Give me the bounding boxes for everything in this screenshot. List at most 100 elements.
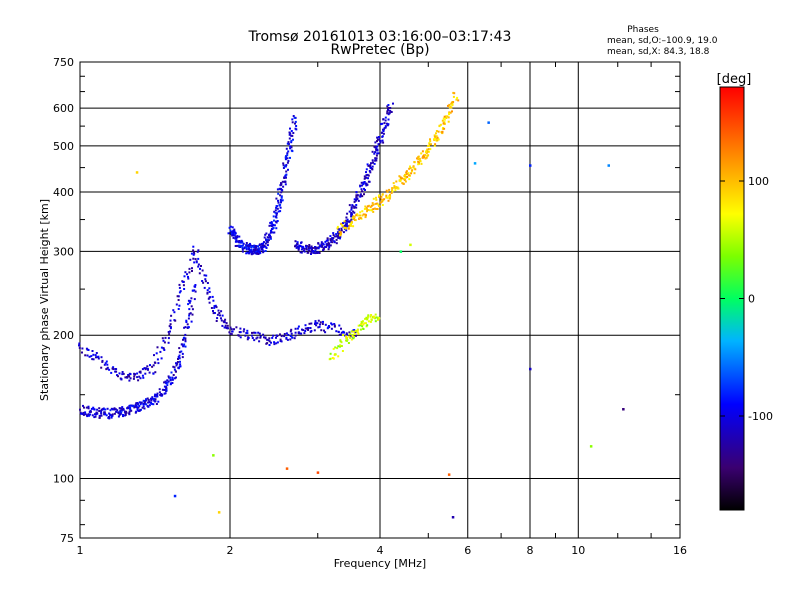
scatter-point <box>135 171 139 174</box>
scatter-point <box>324 331 327 334</box>
scatter-point <box>380 195 383 198</box>
scatter-point <box>248 252 251 255</box>
x-tick-label: 2 <box>227 544 234 557</box>
scatter-point <box>81 347 84 350</box>
scatter-point <box>182 345 185 347</box>
scatter-point <box>161 393 164 396</box>
scatter-point <box>245 332 248 334</box>
scatter-point <box>352 215 355 218</box>
scatter-point <box>290 134 293 137</box>
scatter-point <box>291 121 294 124</box>
scatter-point <box>375 198 378 201</box>
scatter-point <box>322 247 325 250</box>
scatter-point <box>311 247 314 249</box>
scatter-point <box>297 248 300 251</box>
scatter-point <box>361 190 363 193</box>
scatter-point <box>260 246 263 249</box>
scatter-point <box>158 388 161 391</box>
scatter-point <box>276 188 279 191</box>
scatter-point <box>184 338 187 341</box>
scatter-point <box>380 198 383 201</box>
scatter-point <box>241 241 244 244</box>
scatter-point <box>124 410 126 413</box>
scatter-point <box>290 146 293 149</box>
scatter-point <box>292 132 295 134</box>
scatter-point <box>229 229 232 232</box>
scatter-point <box>191 270 193 272</box>
scatter-point <box>354 331 357 334</box>
scatter-point <box>143 407 146 410</box>
scatter-point <box>339 230 342 233</box>
scatter-point <box>315 324 318 327</box>
scatter-point <box>352 330 355 333</box>
scatter-point <box>231 234 234 237</box>
scatter-point <box>173 377 176 380</box>
scatter-point <box>375 159 378 162</box>
scatter-point <box>96 356 99 359</box>
scatter-point <box>373 162 376 165</box>
scatter-point <box>205 274 208 277</box>
scatter-point <box>166 384 169 387</box>
scatter-point <box>259 251 262 254</box>
scatter-point <box>255 245 257 248</box>
scatter-point <box>290 139 293 142</box>
scatter-point <box>295 128 298 131</box>
scatter-point <box>119 409 122 412</box>
y-tick-label: 750 <box>53 56 74 69</box>
scatter-point <box>178 357 181 360</box>
scatter-point <box>421 150 424 153</box>
scatter-point <box>279 338 282 341</box>
scatter-point <box>335 235 338 238</box>
scatter-point <box>335 242 338 245</box>
scatter-point <box>236 236 239 239</box>
scatter-point <box>384 116 387 119</box>
scatter-point <box>191 267 193 270</box>
x-tick-label: 1 <box>77 544 84 557</box>
scatter-point <box>203 286 206 289</box>
scatter-point <box>119 413 122 416</box>
scatter-point <box>253 244 256 247</box>
scatter-point <box>105 414 108 417</box>
scatter-point <box>269 236 272 239</box>
scatter-point <box>362 213 365 216</box>
scatter-point <box>302 246 305 249</box>
scatter-point <box>217 309 220 312</box>
scatter-point <box>457 99 460 102</box>
scatter-point <box>413 172 416 175</box>
scatter-point <box>447 120 450 123</box>
colorbar-tick-label: 0 <box>748 293 755 306</box>
scatter-point <box>300 332 303 335</box>
scatter-point <box>429 138 431 141</box>
scatter-point <box>151 365 154 368</box>
scatter-point <box>280 191 283 194</box>
scatter-point <box>449 105 452 108</box>
scatter-point <box>333 235 336 238</box>
scatter-point <box>104 413 107 416</box>
scatter-point <box>169 323 172 326</box>
scatter-point <box>247 246 250 249</box>
scatter-point <box>368 180 371 183</box>
scatter-point <box>187 299 190 302</box>
scatter-point <box>251 337 254 339</box>
scatter-point <box>275 214 278 217</box>
scatter-point <box>277 192 280 195</box>
scatter-point <box>363 187 365 190</box>
scatter-point <box>170 382 172 385</box>
scatter-point <box>289 127 291 130</box>
scatter-point <box>184 326 187 329</box>
x-tick-label: 6 <box>464 544 471 557</box>
scatter-point <box>372 203 375 206</box>
scatter-point <box>142 403 145 406</box>
scatter-point <box>262 250 265 253</box>
scatter-point <box>175 362 177 365</box>
scatter-point <box>86 415 89 418</box>
scatter-point <box>387 118 390 121</box>
scatter-point <box>169 326 172 329</box>
scatter-point <box>239 331 242 334</box>
scatter-point <box>286 157 289 160</box>
scatter-point <box>341 350 344 352</box>
scatter-point <box>359 324 362 327</box>
scatter-point <box>291 118 294 121</box>
scatter-point <box>438 124 441 127</box>
scatter-point <box>382 141 385 144</box>
